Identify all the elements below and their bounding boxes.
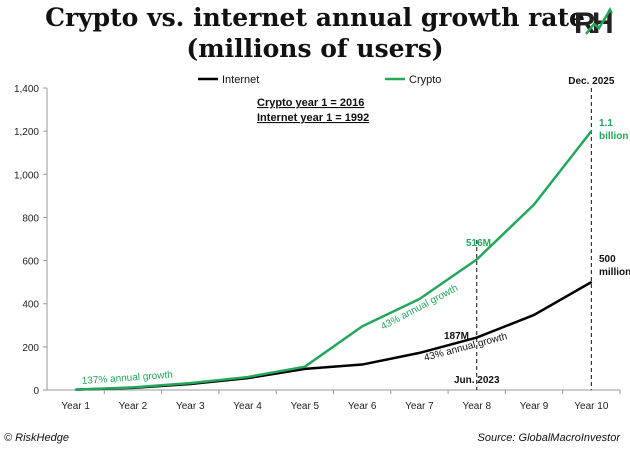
data-point	[590, 130, 593, 132]
x-tick-label: Year 2	[119, 401, 148, 412]
y-tick-label: 0	[33, 386, 39, 397]
x-tick-label: Year 7	[405, 401, 434, 412]
data-point	[74, 388, 77, 391]
data-point	[304, 365, 306, 368]
legend-label: Internet	[222, 74, 259, 86]
chart-axes	[46, 88, 620, 391]
riskhedge-logo-icon: R H	[574, 7, 614, 40]
footer-source: Source: GlobalMacroInvestor	[477, 432, 620, 444]
data-point	[475, 258, 478, 261]
x-tick-label: Year 1	[61, 401, 90, 412]
chart-notes: Crypto year 1 = 2016 Internet year 1 = 19…	[257, 97, 369, 124]
annotation-internet-end-2: million	[599, 267, 630, 278]
data-point	[418, 298, 421, 300]
series-line-crypto	[75, 130, 593, 391]
legend-label: Crypto	[409, 74, 441, 86]
title-line-2: (millions of users)	[186, 34, 444, 63]
data-point	[418, 352, 421, 354]
annotation-crypto-516m: 516M	[466, 238, 491, 249]
y-tick-label: 800	[22, 213, 39, 224]
annotation-growth-43-crypto: 43% annual growth	[379, 283, 460, 333]
x-tick-label: Year 6	[348, 401, 377, 412]
date-marker-label: Jun. 2023	[454, 375, 500, 386]
x-tick-label: Year 8	[462, 401, 491, 412]
series-lines	[74, 130, 593, 391]
data-point	[590, 281, 593, 283]
x-tick-label: Year 9	[520, 401, 549, 412]
y-tick-label: 200	[22, 343, 39, 354]
x-tick-label: Year 4	[233, 401, 262, 412]
x-tick-label: Year 3	[176, 401, 205, 412]
data-point	[475, 336, 478, 339]
y-tick-label: 1,400	[14, 84, 39, 95]
y-axis-ticks: 0 200 400 600 800 1,000 1,200 1,400	[14, 84, 47, 397]
x-axis-ticks: Year 1 Year 2 Year 3 Year 4 Year 5 Year 6 Year…	[61, 390, 621, 412]
date-markers: Jun. 2023 Dec. 2025	[454, 76, 615, 390]
y-tick-label: 1,200	[14, 127, 39, 138]
data-point	[533, 203, 535, 206]
x-tick-label: Year 5	[291, 401, 320, 412]
date-marker-label: Dec. 2025	[568, 76, 615, 87]
data-point	[304, 368, 306, 370]
data-point	[246, 376, 249, 378]
footer-brand: © RiskHedge	[4, 432, 69, 444]
data-point	[189, 382, 192, 384]
data-point	[533, 314, 535, 316]
title-line-1: Crypto vs. internet annual growth rate	[45, 3, 585, 32]
annotation-crypto-end-2: billion	[599, 131, 628, 142]
data-point	[361, 325, 363, 328]
annotation-internet-187m: 187M	[444, 331, 469, 342]
annotation-internet-end-1: 500	[599, 254, 616, 265]
y-tick-label: 600	[22, 257, 39, 268]
chart-note: Internet year 1 = 1992	[257, 112, 369, 124]
legend: Internet Crypto	[198, 74, 441, 86]
y-tick-label: 400	[22, 300, 39, 311]
y-tick-label: 1,000	[14, 170, 39, 181]
data-point	[132, 386, 134, 389]
chart-title: Crypto vs. internet annual growth rate (…	[0, 2, 630, 64]
svg-text:R: R	[574, 7, 596, 40]
x-tick-label: Year 10	[574, 401, 609, 412]
annotation-crypto-end-1: 1.1	[599, 118, 613, 129]
chart-note: Crypto year 1 = 2016	[257, 97, 364, 109]
data-point	[361, 363, 363, 366]
